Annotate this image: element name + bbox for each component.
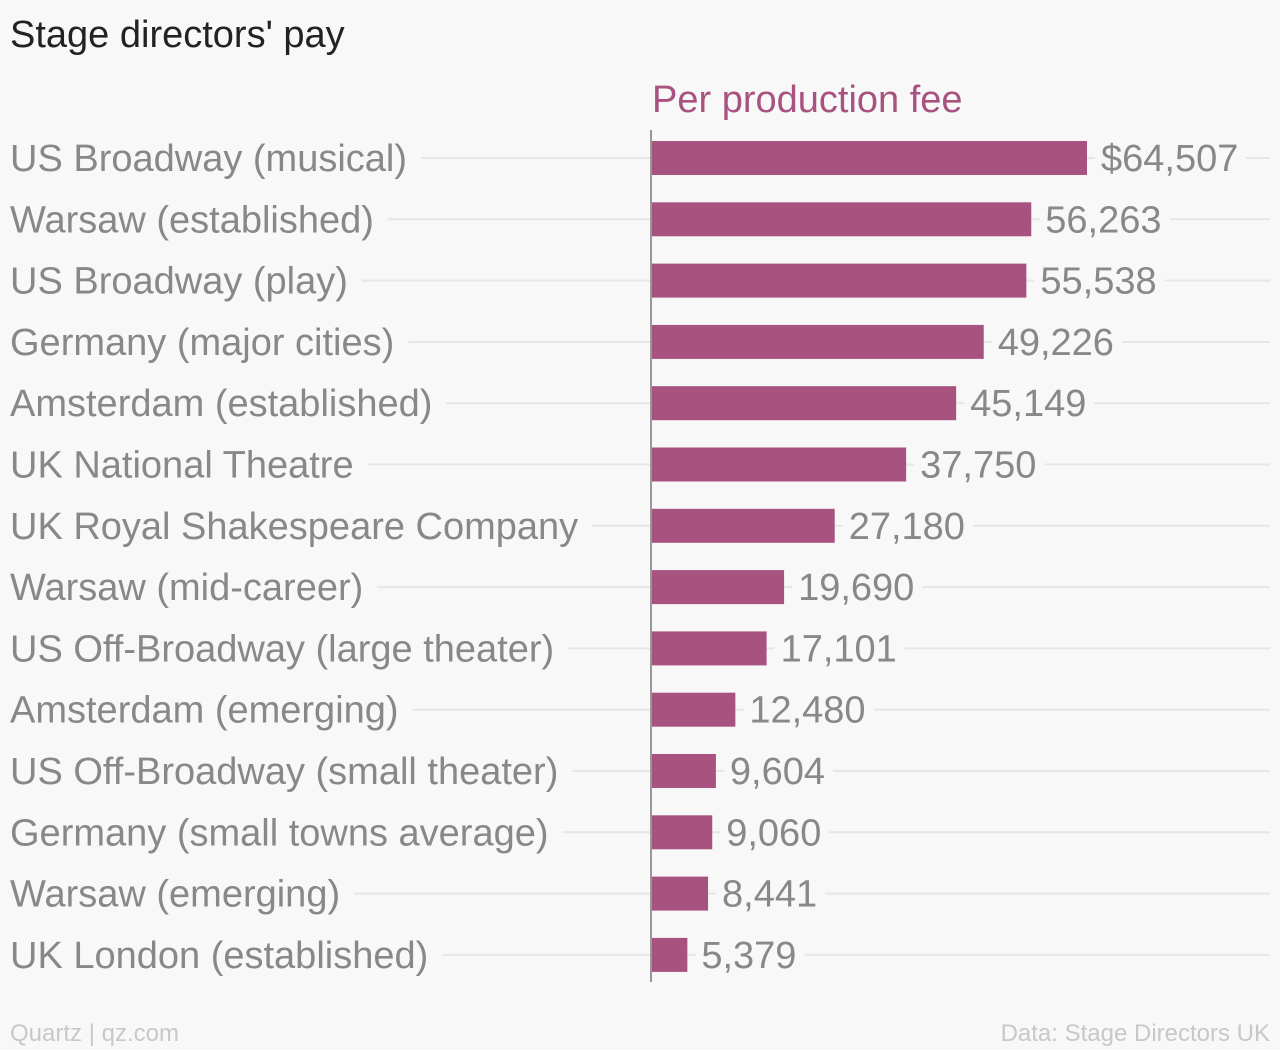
value-label-bg	[842, 521, 973, 530]
value-label: 49,226	[998, 322, 1114, 364]
bar	[651, 754, 716, 788]
category-label: Warsaw (established)	[10, 199, 374, 241]
value-label: 37,750	[920, 445, 1036, 487]
value-label-bg	[914, 460, 1045, 469]
value-label-bg	[743, 705, 874, 714]
bar	[651, 876, 709, 911]
category-label: UK National Theatre	[10, 445, 354, 487]
value-label-bg	[720, 828, 830, 837]
category-label: UK London (established)	[10, 935, 428, 977]
value-label: 9,604	[730, 751, 825, 793]
value-label-bg	[723, 767, 834, 775]
bar	[651, 692, 736, 727]
bar	[651, 324, 984, 359]
value-label-bg	[695, 950, 805, 959]
footer-credit: Quartz | qz.com	[10, 1020, 179, 1047]
value-label-bg	[792, 583, 923, 592]
bar	[651, 202, 1032, 237]
category-label: Warsaw (mid-career)	[10, 567, 363, 609]
value-label: 12,480	[749, 690, 865, 732]
value-label-bg	[991, 337, 1122, 346]
category-label: US Off-Broadway (small theater)	[10, 751, 558, 793]
category-label: US Broadway (musical)	[10, 138, 407, 180]
category-label: Amsterdam (emerging)	[10, 690, 399, 732]
value-label: $64,507	[1101, 138, 1238, 180]
bar	[651, 570, 785, 605]
value-label: 17,101	[781, 628, 897, 670]
bar	[651, 141, 1087, 175]
bar	[651, 631, 767, 666]
chart-title: Stage directors' pay	[10, 14, 345, 56]
value-label: 45,149	[970, 383, 1086, 425]
category-label: Germany (major cities)	[10, 322, 394, 364]
value-label-bg	[1039, 215, 1170, 224]
value-label-bg	[774, 644, 905, 653]
value-label: 27,180	[849, 506, 965, 548]
value-label-bg	[716, 889, 826, 898]
category-label: Germany (small towns average)	[10, 812, 549, 854]
bar	[651, 508, 835, 543]
value-label: 55,538	[1040, 261, 1156, 303]
bar	[651, 815, 713, 850]
value-label: 9,060	[726, 812, 821, 854]
footer-source: Data: Stage Directors UK	[1000, 1020, 1270, 1047]
series-label: Per production fee	[652, 79, 963, 121]
value-label: 56,263	[1045, 199, 1161, 241]
category-label: US Off-Broadway (large theater)	[10, 628, 554, 670]
value-label-bg	[1095, 154, 1247, 162]
category-label: Amsterdam (established)	[10, 383, 432, 425]
bar	[651, 386, 957, 421]
bar	[651, 447, 907, 482]
value-label: 8,441	[722, 874, 817, 916]
category-label: UK Royal Shakespeare Company	[10, 506, 578, 548]
category-label: Warsaw (emerging)	[10, 874, 340, 916]
bar	[651, 937, 688, 972]
category-label: US Broadway (play)	[10, 261, 348, 303]
value-label-bg	[1034, 276, 1165, 285]
value-label-bg	[964, 399, 1095, 408]
value-label: 5,379	[701, 935, 796, 977]
value-label: 19,690	[798, 567, 914, 609]
bar	[651, 263, 1027, 298]
